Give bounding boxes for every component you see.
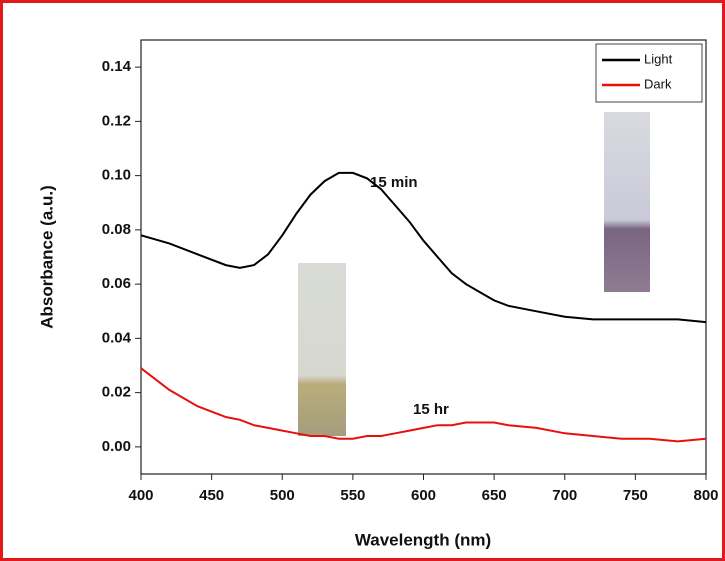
y-tick-label: 0.00 (102, 438, 131, 455)
x-tick-label: 700 (552, 487, 577, 504)
x-tick-label: 650 (482, 487, 507, 504)
x-tick-label: 500 (270, 487, 295, 504)
y-tick-label: 0.10 (102, 167, 131, 184)
y-tick-label: 0.04 (102, 329, 132, 346)
y-tick-label: 0.14 (102, 58, 132, 75)
y-tick-label: 0.02 (102, 384, 131, 401)
y-axis-label: Absorbance (a.u.) (37, 185, 56, 329)
y-tick-label: 0.12 (102, 112, 131, 129)
y-tick-label: 0.08 (102, 221, 131, 238)
x-tick-label: 750 (623, 487, 648, 504)
legend-label: Light (644, 51, 673, 66)
line (140, 171, 707, 324)
x-tick-label: 400 (128, 487, 153, 504)
x-tick-label: 800 (693, 487, 718, 504)
annotation: 15 min (370, 174, 418, 191)
legend-label: Dark (644, 76, 672, 91)
y-tick-label: 0.06 (102, 275, 131, 292)
x-tick-label: 450 (199, 487, 224, 504)
x-axis-label: Wavelength (nm) (355, 530, 491, 549)
line (140, 367, 707, 443)
x-tick-label: 600 (411, 487, 436, 504)
vial-photo (604, 112, 650, 292)
vial-photo (298, 263, 346, 436)
x-tick-label: 550 (340, 487, 365, 504)
annotation: 15 hr (413, 401, 449, 418)
legend-box (595, 43, 703, 103)
